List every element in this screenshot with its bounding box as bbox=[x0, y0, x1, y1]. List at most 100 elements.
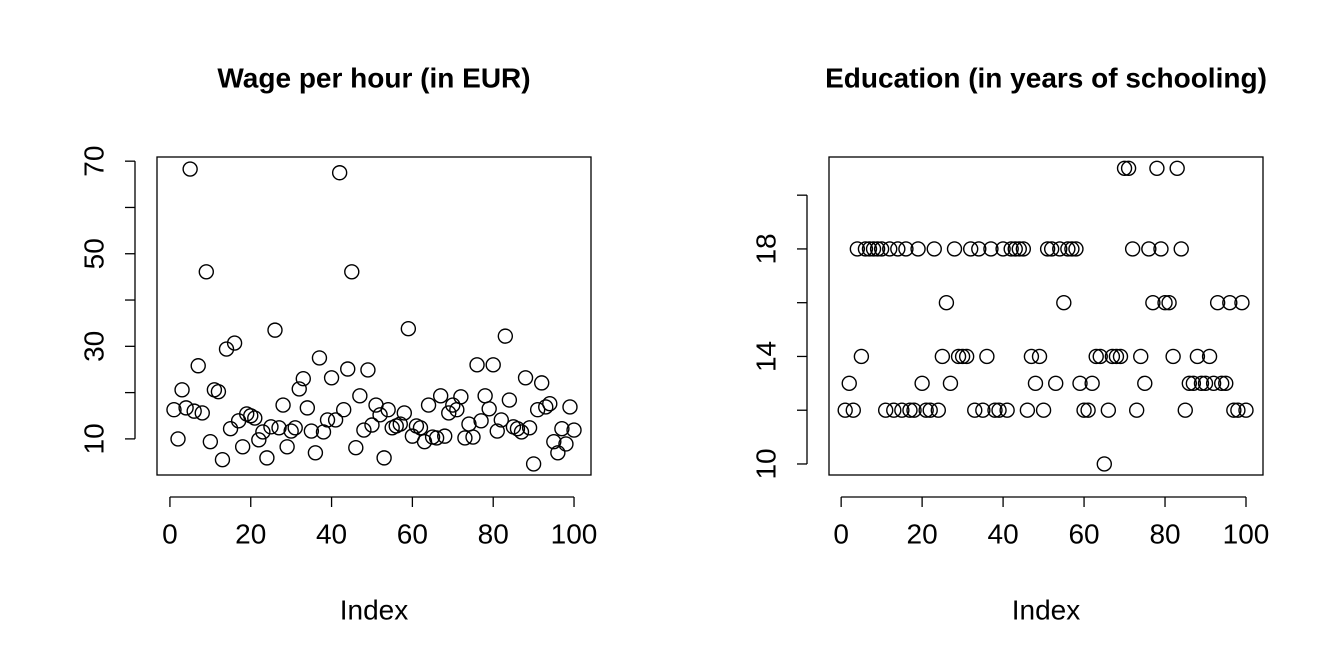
point bbox=[299, 400, 316, 416]
point bbox=[453, 389, 469, 405]
x-tick-label: 40 bbox=[988, 518, 1019, 549]
point bbox=[550, 445, 566, 461]
point bbox=[902, 402, 918, 418]
point bbox=[1064, 241, 1080, 257]
point bbox=[513, 424, 530, 440]
point bbox=[1128, 402, 1145, 418]
point bbox=[166, 402, 182, 418]
point bbox=[534, 375, 550, 391]
x-tick-label: 0 bbox=[833, 518, 849, 549]
point bbox=[1173, 241, 1189, 257]
point bbox=[1084, 375, 1100, 392]
point bbox=[1133, 348, 1149, 365]
point bbox=[1104, 348, 1121, 365]
point bbox=[1226, 402, 1242, 418]
point bbox=[942, 375, 959, 392]
x-tick-label: 20 bbox=[907, 518, 938, 549]
x-tick-label: 60 bbox=[1068, 518, 1099, 549]
point bbox=[497, 328, 514, 344]
point bbox=[1169, 160, 1185, 176]
point bbox=[509, 421, 526, 437]
point bbox=[954, 348, 971, 365]
point bbox=[465, 429, 481, 445]
point bbox=[1197, 375, 1214, 392]
point bbox=[962, 241, 979, 257]
point bbox=[226, 335, 243, 351]
point bbox=[1124, 241, 1141, 257]
point bbox=[222, 421, 239, 437]
point bbox=[501, 392, 518, 408]
x-tick-label: 100 bbox=[1223, 518, 1270, 549]
point bbox=[1137, 375, 1153, 392]
point bbox=[1181, 375, 1198, 392]
point bbox=[546, 433, 562, 450]
point bbox=[327, 412, 344, 428]
point bbox=[1003, 241, 1019, 257]
point bbox=[898, 241, 914, 257]
point bbox=[449, 402, 465, 418]
point bbox=[882, 241, 898, 257]
point bbox=[1007, 241, 1023, 257]
point bbox=[234, 439, 251, 455]
point bbox=[344, 264, 360, 280]
point bbox=[412, 420, 429, 436]
point bbox=[335, 402, 352, 418]
point bbox=[1116, 160, 1133, 176]
point bbox=[194, 405, 210, 421]
point bbox=[1112, 348, 1129, 365]
point bbox=[890, 241, 906, 257]
point bbox=[340, 361, 356, 377]
x-tick-label: 60 bbox=[397, 518, 428, 549]
point bbox=[1100, 402, 1117, 418]
point bbox=[279, 439, 295, 455]
point bbox=[218, 341, 235, 357]
point bbox=[360, 362, 376, 378]
point bbox=[934, 348, 951, 365]
point bbox=[303, 423, 320, 439]
plot-frame bbox=[156, 156, 592, 476]
point bbox=[1076, 402, 1092, 418]
point bbox=[214, 452, 231, 468]
point bbox=[323, 370, 340, 386]
point bbox=[1157, 294, 1173, 311]
point bbox=[283, 423, 299, 439]
point bbox=[485, 357, 501, 373]
chart-title: Wage per hour (in EUR) bbox=[217, 62, 530, 93]
point bbox=[837, 402, 853, 418]
point bbox=[983, 241, 999, 257]
point bbox=[845, 402, 861, 418]
point bbox=[538, 399, 554, 415]
point bbox=[958, 348, 975, 365]
point bbox=[1072, 375, 1088, 392]
point bbox=[469, 357, 485, 373]
point bbox=[198, 264, 214, 280]
point bbox=[1031, 348, 1048, 365]
point bbox=[1177, 402, 1193, 418]
point bbox=[392, 416, 408, 432]
point bbox=[396, 405, 413, 421]
point bbox=[372, 407, 388, 423]
point bbox=[1080, 402, 1096, 418]
x-axis-label: Index bbox=[340, 594, 409, 625]
x-tick-label: 40 bbox=[316, 518, 347, 549]
point bbox=[1165, 348, 1181, 365]
point bbox=[971, 241, 987, 257]
y-tick-label: 10 bbox=[750, 448, 781, 479]
point bbox=[554, 421, 570, 437]
point bbox=[493, 412, 509, 428]
point bbox=[562, 399, 578, 415]
point bbox=[853, 348, 870, 365]
point bbox=[267, 322, 283, 338]
x-axis-label: Index bbox=[1012, 594, 1081, 625]
point bbox=[849, 241, 866, 257]
point bbox=[1035, 402, 1052, 418]
point bbox=[481, 401, 497, 417]
point bbox=[210, 383, 227, 400]
point bbox=[1096, 456, 1112, 472]
point bbox=[457, 430, 473, 446]
y-tick-label: 14 bbox=[750, 341, 781, 372]
point bbox=[991, 402, 1007, 418]
point bbox=[1234, 294, 1250, 311]
point bbox=[295, 371, 311, 387]
